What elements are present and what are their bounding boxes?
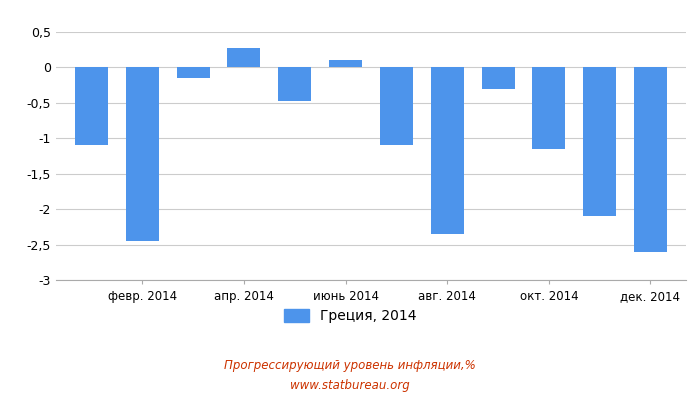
Bar (75, 68, 108, 145)
Bar (482, 68, 514, 89)
Bar (430, 68, 463, 234)
Bar (126, 68, 159, 241)
Bar (634, 68, 667, 252)
Bar (329, 60, 362, 68)
Text: Прогрессирующий уровень инфляции,%: Прогрессирующий уровень инфляции,% (224, 360, 476, 372)
Bar (583, 68, 616, 216)
Bar (532, 68, 566, 149)
Text: www.statbureau.org: www.statbureau.org (290, 380, 410, 392)
Legend: Греция, 2014: Греция, 2014 (284, 309, 416, 323)
Bar (380, 68, 413, 145)
Bar (279, 68, 312, 102)
Bar (176, 68, 210, 78)
Bar (228, 48, 260, 68)
